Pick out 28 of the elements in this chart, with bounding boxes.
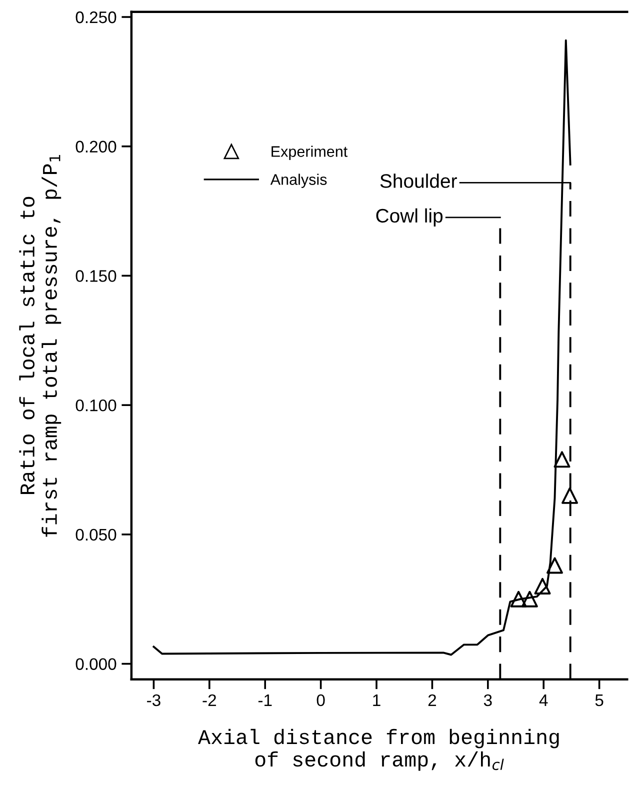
y-tick-label: 0.100 bbox=[76, 399, 116, 412]
point bbox=[510, 590, 527, 608]
x-tick-label: 4 bbox=[539, 694, 548, 706]
ref-line-label: Shoulder bbox=[380, 174, 457, 188]
x-tick-label: 5 bbox=[595, 694, 604, 706]
point bbox=[534, 578, 551, 594]
y-axis-title: Ratio of local static to first ramp total pressure, p/P$_{1}$ bbox=[19, 154, 62, 537]
x-tick-label: -2 bbox=[202, 694, 216, 706]
x-tick-label: 2 bbox=[428, 694, 436, 706]
legend-label: Experiment bbox=[272, 146, 348, 160]
y-tick-label: 0.000 bbox=[76, 658, 116, 670]
x-tick-label: -1 bbox=[258, 694, 272, 706]
point bbox=[521, 590, 538, 608]
ref-line-label: Cowl lip bbox=[376, 208, 443, 226]
y-tick-label: 0.050 bbox=[76, 528, 116, 541]
x-tick-label: 1 bbox=[373, 694, 380, 706]
line-series bbox=[152, 39, 572, 656]
x-tick-label: 3 bbox=[484, 694, 492, 706]
legend-label: Analysis bbox=[270, 174, 327, 188]
x-axis-title: Axial distance from beginning of second ramp, x/h$_{cl}$ bbox=[198, 728, 559, 771]
y-tick-label: 0.200 bbox=[76, 140, 116, 153]
y-tick-label: 0.150 bbox=[76, 270, 116, 282]
point bbox=[562, 487, 578, 504]
point bbox=[546, 557, 564, 574]
y-tick-label: 0.250 bbox=[76, 11, 116, 24]
point bbox=[554, 451, 570, 468]
x-tick-label: -3 bbox=[147, 694, 160, 706]
x-tick-label: 0 bbox=[316, 694, 325, 706]
